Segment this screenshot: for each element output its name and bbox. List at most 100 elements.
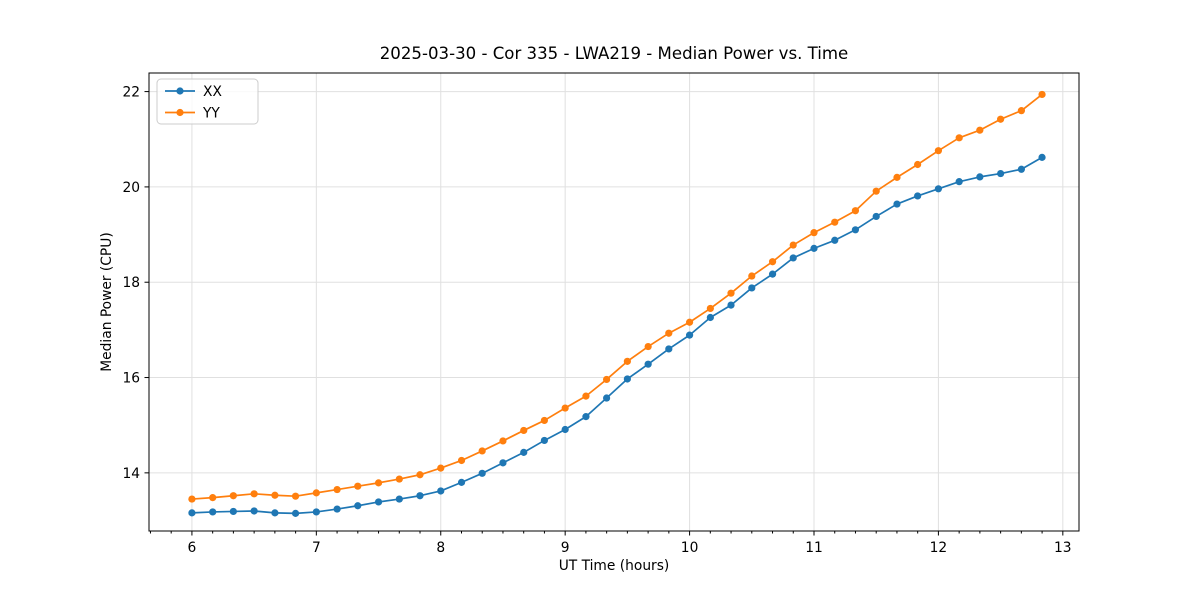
- data-point-marker: [188, 495, 196, 503]
- data-point-marker: [291, 509, 300, 517]
- data-point-marker: [810, 244, 818, 252]
- x-tick-label: 11: [805, 540, 823, 556]
- legend-label-YY: YY: [202, 106, 220, 122]
- data-point-marker: [623, 375, 631, 383]
- data-point-marker: [478, 447, 486, 455]
- data-point-marker: [914, 160, 922, 169]
- y-tick-label: 20: [122, 180, 140, 196]
- data-point-marker: [706, 304, 714, 313]
- data-point-marker: [665, 329, 673, 337]
- data-point-marker: [748, 284, 756, 292]
- series-XX-line: [191, 156, 1043, 515]
- data-point-marker: [582, 392, 590, 400]
- data-point-marker: [416, 471, 424, 479]
- data-point-marker: [872, 187, 880, 195]
- x-tick-label: 10: [681, 540, 699, 556]
- data-point-marker: [748, 272, 756, 280]
- x-tick-label: 12: [930, 540, 948, 556]
- data-point-marker: [312, 508, 320, 516]
- data-point-marker: [312, 489, 320, 497]
- data-point-marker: [685, 331, 694, 339]
- legend-label-XX: XX: [203, 84, 222, 100]
- y-axis-label: Median Power (CPU): [99, 232, 115, 372]
- data-point-marker: [478, 469, 486, 477]
- x-tick-label: 7: [312, 540, 321, 556]
- data-point-marker: [685, 318, 694, 326]
- data-point-marker: [727, 301, 735, 309]
- data-point-marker: [209, 494, 217, 502]
- data-point-marker: [831, 236, 839, 244]
- data-point-marker: [561, 425, 569, 434]
- x-axis-label: UT Time (hours): [558, 558, 670, 574]
- data-point-marker: [706, 313, 714, 322]
- data-point-marker: [831, 218, 839, 226]
- data-point-marker: [997, 115, 1005, 123]
- data-point-marker: [603, 375, 611, 384]
- data-point-marker: [768, 258, 777, 266]
- data-point-marker: [250, 490, 258, 498]
- data-point-marker: [437, 487, 445, 495]
- data-point-marker: [872, 212, 880, 221]
- grid: [149, 73, 1079, 531]
- data-point-marker: [561, 404, 569, 412]
- series-XX-markers: [188, 153, 1046, 517]
- data-point-marker: [271, 491, 279, 499]
- plot-border: [148, 72, 1080, 532]
- data-point-marker: [333, 485, 341, 494]
- data-point-marker: [437, 464, 445, 472]
- data-point-marker: [727, 289, 735, 297]
- y-tick-label: 16: [122, 371, 140, 387]
- axis-ticks: 6 7 8 9 10 11 12 13 14 16 18 20 22: [122, 85, 1071, 556]
- data-point-marker: [810, 229, 818, 237]
- data-point-marker: [789, 241, 797, 249]
- x-tick-label: 6: [188, 540, 197, 556]
- data-point-marker: [520, 448, 528, 456]
- data-point-marker: [623, 357, 631, 365]
- data-point-marker: [955, 178, 963, 186]
- data-point-marker: [934, 185, 943, 193]
- legend-sample-marker: [176, 108, 184, 117]
- data-point-marker: [644, 342, 652, 351]
- data-point-marker: [291, 492, 300, 500]
- data-point-marker: [603, 394, 611, 402]
- data-point-marker: [1017, 165, 1025, 173]
- data-point-marker: [457, 456, 466, 465]
- data-point-marker: [934, 147, 943, 155]
- data-point-marker: [374, 479, 383, 487]
- data-point-marker: [976, 126, 984, 134]
- legend-sample-marker: [176, 87, 184, 95]
- data-point-marker: [1038, 90, 1046, 99]
- data-point-marker: [395, 475, 403, 483]
- data-point-marker: [1038, 153, 1046, 161]
- data-point-marker: [997, 169, 1005, 178]
- data-point-marker: [665, 345, 673, 353]
- data-point-marker: [789, 254, 797, 262]
- data-point-marker: [851, 207, 860, 215]
- data-point-marker: [209, 508, 217, 516]
- series-YY-line: [191, 93, 1043, 500]
- data-point-marker: [354, 482, 362, 490]
- data-point-marker: [229, 492, 237, 500]
- y-tick-label: 14: [122, 466, 140, 482]
- data-point-marker: [271, 509, 279, 517]
- data-point-marker: [540, 436, 548, 445]
- data-point-marker: [374, 498, 383, 506]
- data-point-marker: [520, 426, 528, 435]
- data-point-marker: [395, 495, 403, 503]
- data-point-marker: [976, 173, 984, 181]
- data-point-marker: [188, 509, 196, 517]
- series-YY-markers: [188, 90, 1046, 503]
- legend: XX YY: [156, 78, 259, 125]
- chart-title: 2025-03-30 - Cor 335 - LWA219 - Median P…: [379, 44, 849, 63]
- x-tick-label: 9: [561, 540, 570, 556]
- data-point-marker: [333, 505, 341, 513]
- x-tick-label: 8: [436, 540, 445, 556]
- data-point-marker: [416, 492, 424, 500]
- data-point-marker: [893, 200, 901, 208]
- data-point-marker: [499, 459, 507, 467]
- y-tick-label: 22: [122, 85, 140, 101]
- data-point-marker: [582, 413, 590, 421]
- data-point-marker: [914, 192, 922, 200]
